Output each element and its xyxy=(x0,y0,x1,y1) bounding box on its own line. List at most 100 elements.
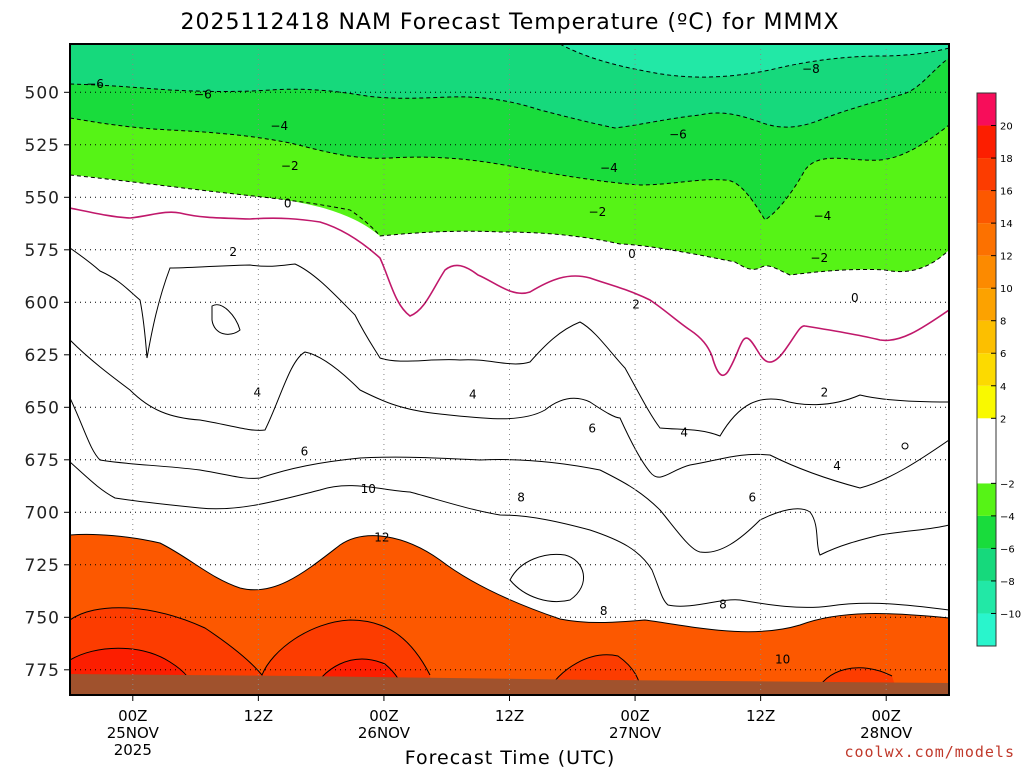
contour-line-minus-6 xyxy=(70,57,949,129)
contour-label: 6 xyxy=(748,491,756,505)
contour-line-plus-6 xyxy=(70,397,949,556)
contour-line-plus-8 xyxy=(70,461,949,611)
colorbar-tick-label: 2 xyxy=(1000,414,1006,425)
y-tick-label: 675 xyxy=(25,451,60,471)
contour-line-plus-4 xyxy=(70,339,949,489)
credit-text: coolwx.com/models xyxy=(844,743,1015,761)
y-tick-label: 575 xyxy=(25,241,60,261)
contour-label: −4 xyxy=(600,161,618,175)
contour-label: 4 xyxy=(680,426,688,440)
contour-label: −6 xyxy=(669,127,687,141)
x-tick-label: 00Z xyxy=(369,707,398,725)
contour-label: 0 xyxy=(284,197,292,211)
contour-label: 4 xyxy=(253,386,261,400)
contour-label: 4 xyxy=(833,459,841,473)
contour-line-minus-2 xyxy=(70,174,949,276)
contour-label: −2 xyxy=(281,159,299,173)
y-tick-label: 650 xyxy=(25,398,60,418)
colorbar-tick-label: 20 xyxy=(1000,122,1013,133)
contour-label: 6 xyxy=(588,421,596,435)
x-tick-label: 25NOV xyxy=(107,724,160,742)
colorbar-tick-label: 16 xyxy=(1000,187,1013,198)
y-tick-label: 700 xyxy=(25,503,60,523)
contour-label: 2 xyxy=(229,245,237,259)
colorbar-tick-label: 10 xyxy=(1000,284,1013,295)
colorbar-tick-label: 14 xyxy=(1000,219,1013,230)
temperature-band-16-18 xyxy=(70,607,898,695)
x-tick-label: 2025 xyxy=(114,741,152,759)
colorbar-segment xyxy=(977,483,996,516)
colorbar-frame xyxy=(976,92,997,647)
x-tick-label: 12Z xyxy=(746,707,775,725)
contour-label: 6 xyxy=(301,444,309,458)
contour-label: −6 xyxy=(86,77,104,91)
contour-label: −8 xyxy=(802,62,820,76)
colorbar-tick-label: −8 xyxy=(1000,577,1015,588)
contour-label: 4 xyxy=(469,388,477,402)
colorbar-segment xyxy=(977,288,996,321)
colorbar-segment xyxy=(977,580,996,614)
x-tick-label: 12Z xyxy=(495,707,524,725)
colorbar-segment xyxy=(977,548,996,581)
colorbar-tick-label: 18 xyxy=(1000,154,1013,165)
contour-label: −4 xyxy=(270,119,288,133)
contour-label: 10 xyxy=(361,482,376,496)
colorbar-tick-label: −10 xyxy=(1000,609,1021,620)
colorbar-segment xyxy=(977,158,996,191)
contour-label: −2 xyxy=(589,205,607,219)
gridlines xyxy=(70,44,949,695)
contour-label: 2 xyxy=(821,386,829,400)
y-tick-label: 525 xyxy=(25,136,60,156)
colorbar-tick-label: 6 xyxy=(1000,349,1006,360)
colorbar-segment xyxy=(977,418,996,484)
y-axis: 500 525 550 575 600 625 650 675 700 725 750 775 xyxy=(25,83,70,681)
contour-line-warm-pocket xyxy=(509,553,585,603)
colorbar-segment xyxy=(977,223,996,256)
y-tick-label: 500 xyxy=(25,83,60,103)
colorbar: −10 −8 −6 −4 −2 2 4 6 8 10 12 14 16 18 20 xyxy=(976,92,1021,647)
colorbar-tick-label: −2 xyxy=(1000,479,1015,490)
contour-line-minus-4 xyxy=(70,117,949,221)
contour-labels: −6 −6 −8 −4 −6 −2 −4 0 −2 −4 0 −2 2 0 2 4 4 2 6 4 6 4 10 8 6 12 8 8… xyxy=(86,62,859,666)
contour-line-plus-10 xyxy=(70,533,949,633)
contour-label: 0 xyxy=(851,291,859,305)
contour-label: 0 xyxy=(628,247,636,261)
colorbar-segment xyxy=(977,93,996,126)
temperature-band-neg10-neg8 xyxy=(560,44,949,78)
contour-line-plus-2 xyxy=(70,247,949,437)
contour-label: 8 xyxy=(719,598,727,612)
contour-line-small-loop xyxy=(211,304,241,335)
contour-label: −2 xyxy=(810,251,828,265)
x-tick-label: 26NOV xyxy=(358,724,411,742)
colorbar-segment xyxy=(977,125,996,159)
x-tick-label: 28NOV xyxy=(860,724,913,742)
y-tick-label: 625 xyxy=(25,346,60,366)
colorbar-segment xyxy=(977,353,996,386)
colorbar-segment xyxy=(977,320,996,354)
contour-lines-dashed xyxy=(70,44,949,276)
y-tick-label: 750 xyxy=(25,608,60,628)
colorbar-segment xyxy=(977,190,996,224)
x-tick-label: 00Z xyxy=(118,707,147,725)
x-axis-label: Forecast Time (UTC) xyxy=(405,747,615,768)
contour-label: 8 xyxy=(517,491,525,505)
contour-label: 2 xyxy=(632,297,640,311)
contour-label: −6 xyxy=(194,87,212,101)
contour-lines-solid xyxy=(70,247,949,695)
colorbar-tick-label: 12 xyxy=(1000,252,1013,263)
contour-line-zero xyxy=(70,207,949,377)
colorbar-segment xyxy=(977,515,996,549)
x-tick-label: 12Z xyxy=(244,707,273,725)
colorbar-tick-label: −4 xyxy=(1000,512,1015,523)
contour-label: 10 xyxy=(775,652,790,666)
colorbar-segment xyxy=(977,385,996,419)
y-tick-label: 725 xyxy=(25,556,60,576)
contour-label: −4 xyxy=(814,209,832,223)
x-tick-label: 00Z xyxy=(620,707,649,725)
x-tick-label: 27NOV xyxy=(609,724,662,742)
contour-line-dot-loop xyxy=(901,442,909,450)
y-tick-label: 550 xyxy=(25,188,60,208)
colorbar-segment xyxy=(977,255,996,289)
